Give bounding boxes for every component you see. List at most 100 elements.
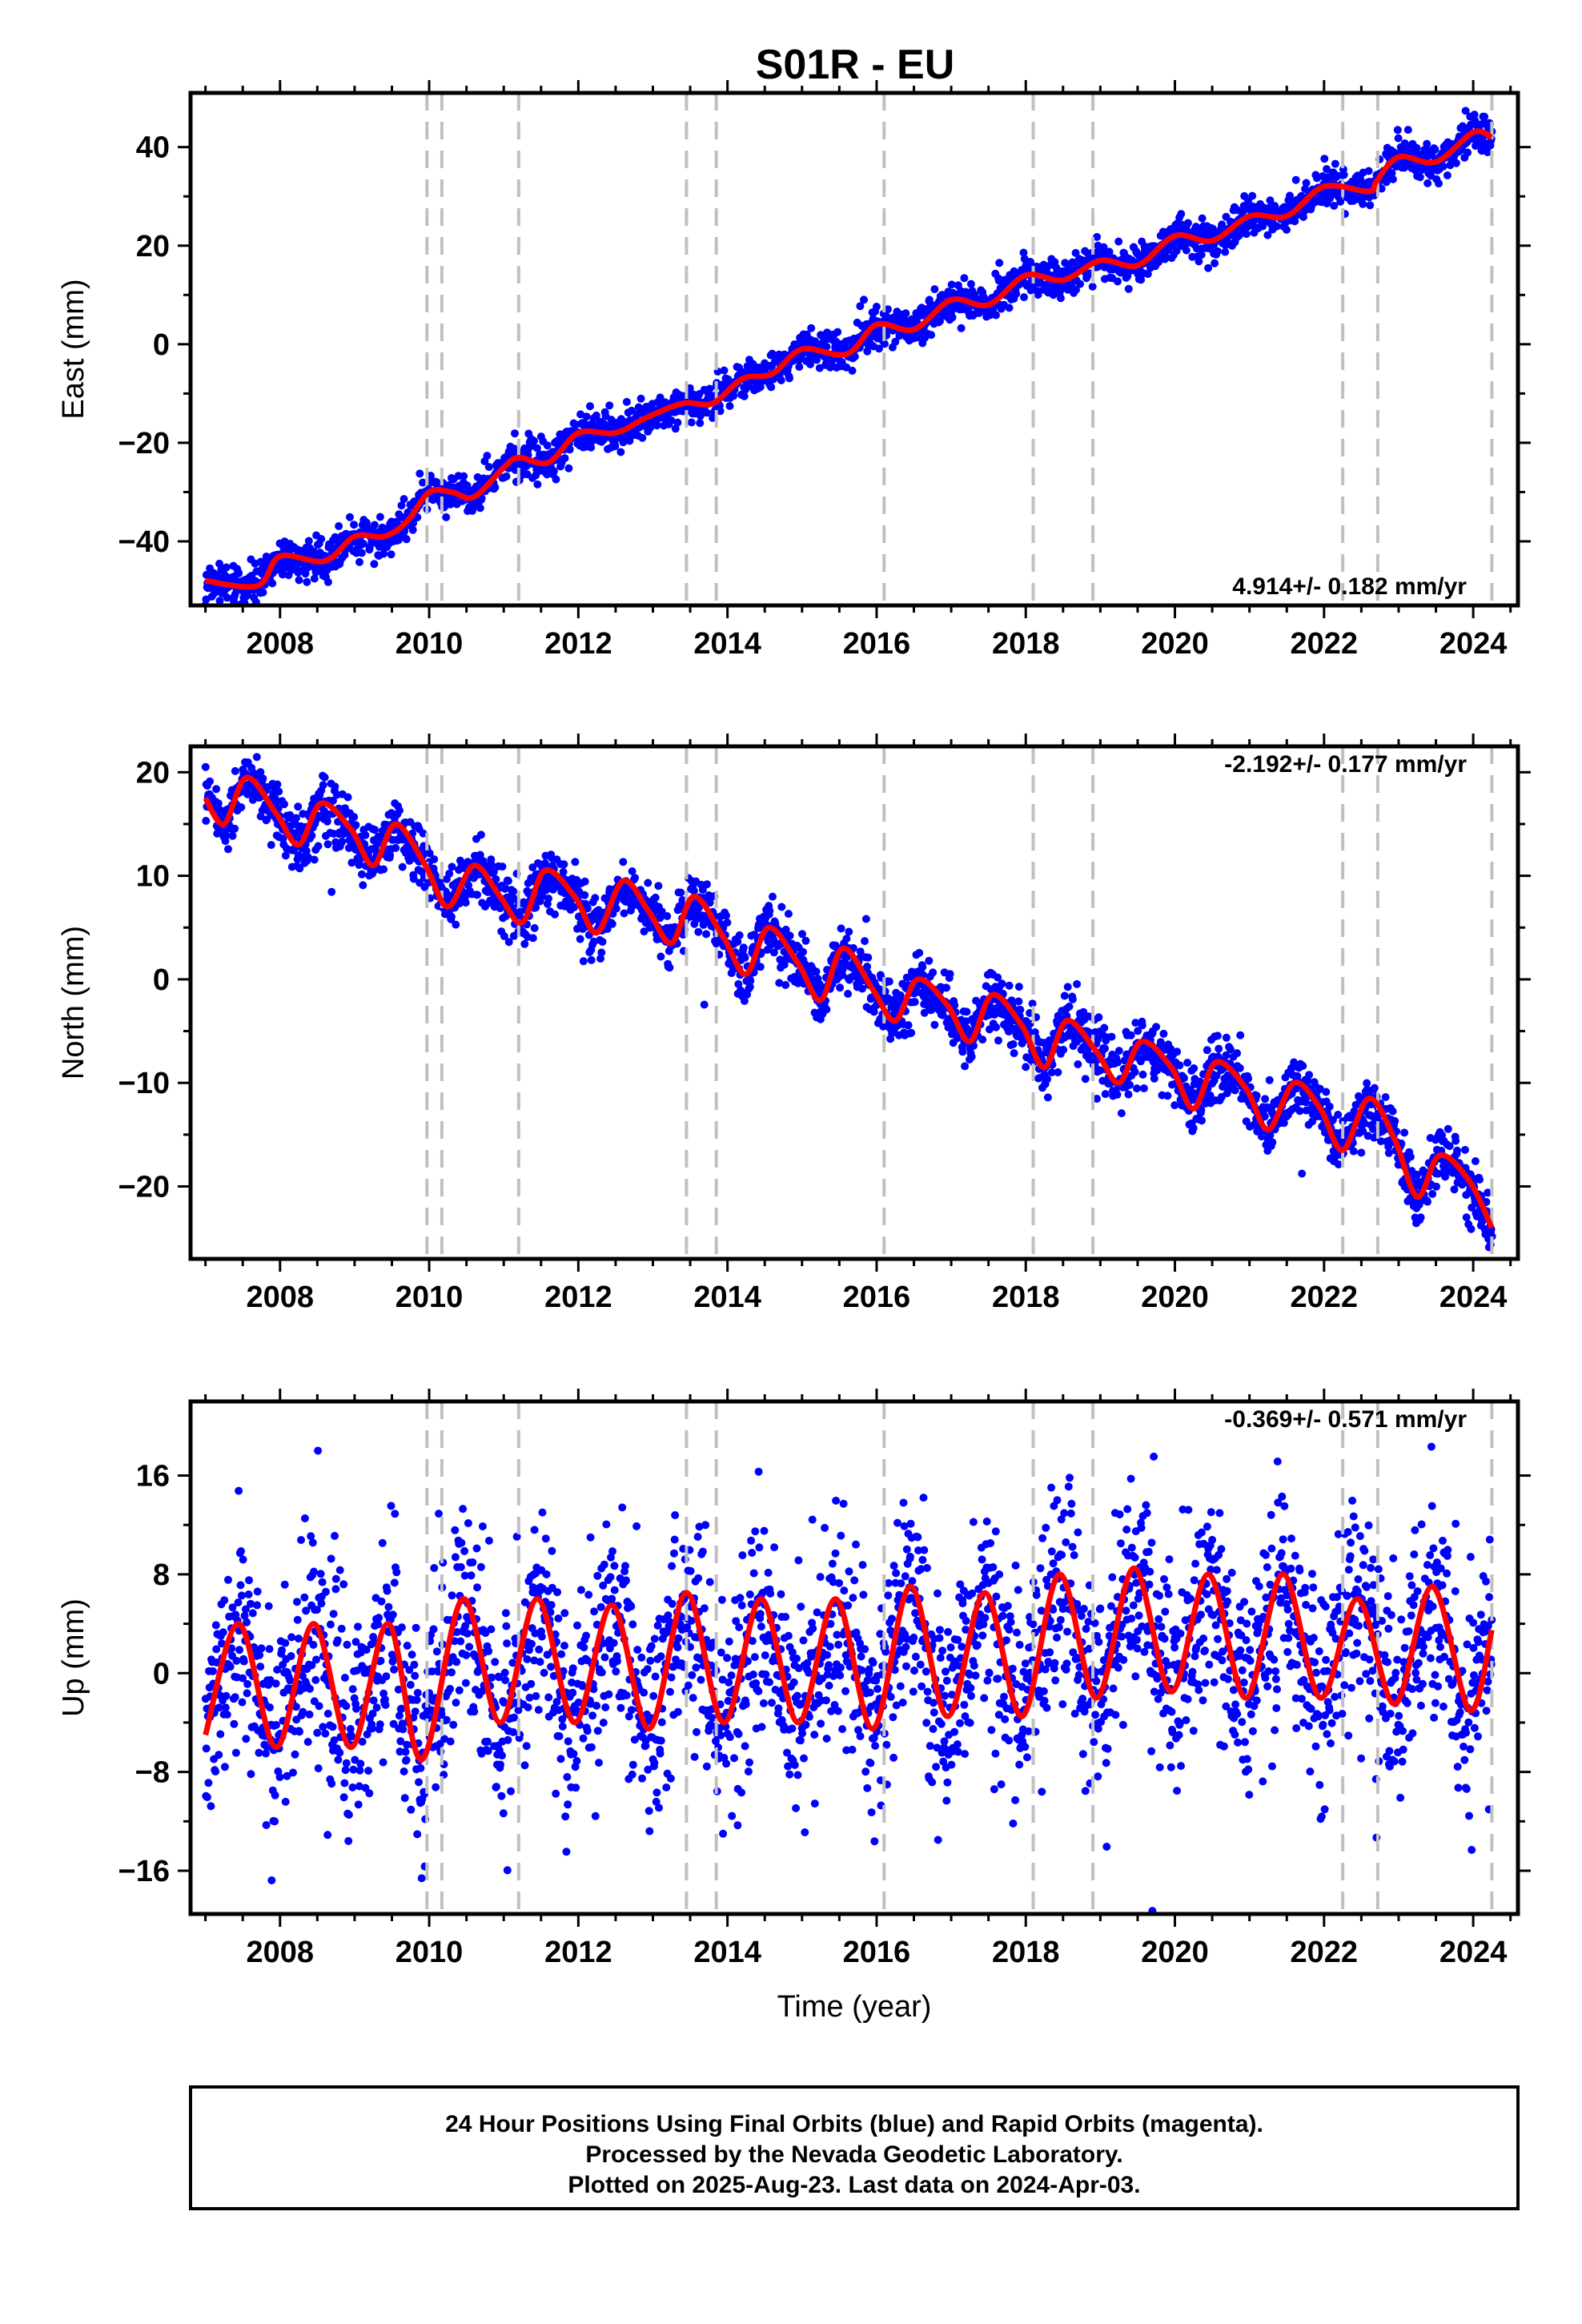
observation-point (1231, 1086, 1239, 1095)
observation-point (1010, 1049, 1018, 1058)
observation-point (598, 938, 607, 946)
observation-point (1105, 247, 1114, 256)
observation-point (746, 976, 755, 985)
observation-point (665, 963, 674, 972)
observation-point (586, 402, 594, 411)
observation-point (1215, 1044, 1223, 1053)
observation-point (907, 1028, 916, 1037)
observation-point (947, 280, 956, 289)
observation-point (267, 841, 275, 850)
observation-point (501, 884, 510, 893)
observation-point (592, 411, 600, 420)
x-tick-label: 2020 (1141, 627, 1209, 661)
observation-point (231, 824, 239, 833)
observation-point (280, 800, 288, 809)
observation-point (1113, 1090, 1122, 1099)
observation-point (910, 998, 919, 1007)
observation-point (1412, 143, 1421, 152)
observation-point (343, 793, 352, 802)
observation-point (844, 990, 853, 998)
observation-point (314, 842, 323, 850)
observation-point (863, 963, 872, 971)
observation-point (1299, 1062, 1307, 1070)
observation-point (673, 418, 682, 427)
observation-point (1028, 999, 1037, 1008)
observation-point (985, 1025, 994, 1034)
observation-point (1175, 1061, 1184, 1070)
observation-point (1012, 289, 1021, 298)
observation-point (549, 467, 558, 476)
observation-point (580, 891, 589, 899)
observation-point (1016, 1005, 1025, 1014)
observation-point (1423, 139, 1431, 148)
x-tick-label: 2024 (1439, 627, 1508, 661)
observation-point (1093, 1095, 1101, 1103)
observation-point (259, 774, 267, 783)
observation-point (447, 912, 456, 921)
observation-point (576, 410, 585, 419)
observation-point (1213, 247, 1222, 255)
x-tick-label: 2010 (396, 627, 464, 661)
observation-point (1439, 162, 1447, 171)
observation-point (1198, 1116, 1206, 1125)
observation-point (1189, 1124, 1198, 1132)
observation-point (303, 577, 311, 586)
observation-point (845, 927, 853, 936)
plot-frame (188, 90, 1520, 608)
observation-point (564, 464, 573, 472)
observation-point (1137, 275, 1146, 284)
observation-point (405, 856, 414, 865)
observation-point (387, 550, 396, 559)
observation-point (994, 973, 1002, 982)
observation-point (1388, 175, 1397, 183)
observation-point (1322, 1088, 1331, 1096)
observation-point (1197, 1106, 1206, 1115)
observation-point (1197, 251, 1206, 259)
observation-point (663, 912, 672, 920)
observation-point (677, 888, 685, 897)
observation-point (784, 910, 793, 919)
observation-point (869, 1007, 878, 1016)
observation-point (347, 858, 356, 867)
observation-point (1325, 1102, 1334, 1111)
observation-point (1299, 212, 1307, 221)
observation-point (1302, 179, 1311, 187)
observation-point (231, 766, 239, 775)
observation-point (1387, 169, 1396, 178)
east-panel: 2008 2010 2012 2014 2016 2018 2020 2022 2024−40−… (57, 80, 1531, 661)
observation-point (310, 855, 319, 864)
observation-point (391, 843, 400, 852)
observation-point (1170, 1101, 1179, 1110)
observation-point (222, 563, 231, 572)
observation-point (705, 384, 714, 393)
observation-point (1213, 1031, 1222, 1040)
observation-point (597, 948, 606, 957)
observation-point (644, 879, 652, 887)
observation-point (1183, 1059, 1192, 1067)
observation-point (419, 829, 428, 838)
observation-point (341, 804, 349, 813)
observation-point (875, 344, 883, 353)
observation-point (409, 875, 418, 883)
observation-point (1180, 1074, 1188, 1083)
observation-point (504, 938, 513, 947)
observation-point (576, 935, 584, 943)
observation-point (491, 483, 500, 492)
observation-point (740, 392, 749, 400)
observation-point (734, 979, 743, 988)
observation-point (1323, 165, 1331, 174)
observation-point (946, 970, 954, 979)
observation-point (416, 469, 424, 478)
observation-point (1183, 219, 1192, 227)
observation-point (836, 983, 845, 992)
observation-point (1364, 167, 1373, 175)
observation-point (848, 366, 857, 375)
observation-point (252, 753, 261, 762)
observation-point (722, 911, 730, 920)
observation-point (1060, 991, 1069, 1000)
observation-point (397, 501, 406, 510)
observation-point (700, 1000, 709, 1009)
observation-point (1114, 1058, 1122, 1067)
observation-point (379, 865, 388, 874)
